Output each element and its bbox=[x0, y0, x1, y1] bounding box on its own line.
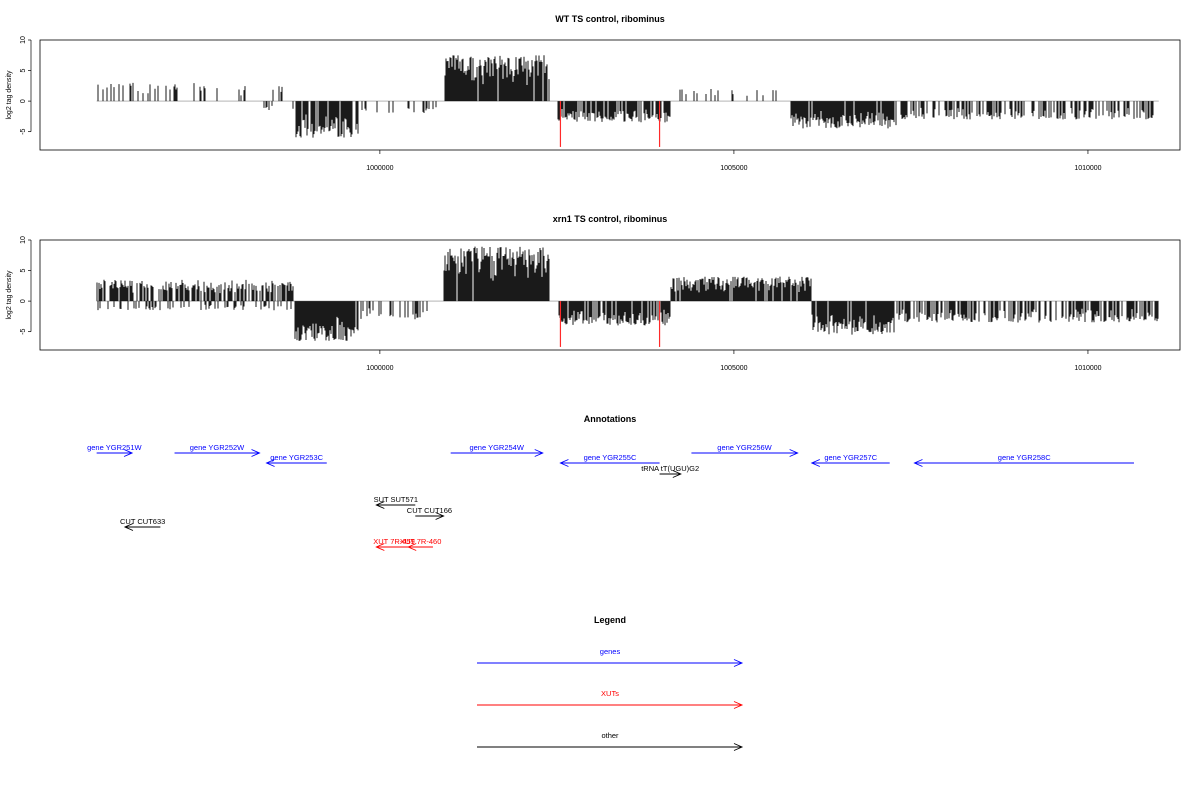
annotation-genes: gene YGR257C bbox=[810, 453, 890, 467]
legend-entry: XUTs bbox=[477, 689, 744, 709]
annotation-arrow-head bbox=[407, 543, 417, 551]
x-axis: 1000000 1005000 1010000 bbox=[366, 150, 1102, 172]
legend-label: XUTs bbox=[601, 689, 619, 698]
x-tick-label: 1010000 bbox=[1074, 365, 1101, 372]
annotation-arrow-head bbox=[810, 459, 820, 467]
x-tick-label: 1005000 bbox=[720, 165, 747, 172]
legend-label: other bbox=[601, 731, 619, 740]
y-axis: -5 0 5 10 bbox=[20, 36, 32, 135]
annotation-arrow-head bbox=[913, 459, 923, 467]
annotation-genes: gene YGR258C bbox=[913, 453, 1134, 467]
annotation-genes: gene YGR253C bbox=[265, 453, 327, 467]
x-tick-label: 1005000 bbox=[720, 365, 747, 372]
plot-frame bbox=[39, 239, 1181, 351]
annotation-arrow-head bbox=[559, 459, 569, 467]
x-axis: 1000000 1005000 1010000 bbox=[366, 350, 1102, 372]
y-tick-label: 10 bbox=[20, 236, 27, 244]
annotation-label: gene YGR253C bbox=[270, 453, 323, 462]
annotation-XUTs: XUT 7R-459 bbox=[373, 537, 415, 551]
legend-label: genes bbox=[600, 647, 621, 656]
coverage-bars bbox=[96, 55, 1159, 147]
annotation-other: SUT SUT571 bbox=[374, 495, 418, 509]
annotation-label: gene YGR258C bbox=[998, 453, 1051, 462]
y-axis: -5 0 5 10 bbox=[20, 236, 32, 335]
annotation-arrow-head bbox=[375, 501, 385, 509]
x-tick-label: 1010000 bbox=[1074, 165, 1101, 172]
annotation-other: CUT CUT166 bbox=[407, 506, 452, 520]
x-tick-label: 1000000 bbox=[366, 365, 393, 372]
annotation-label: gene YGR251W bbox=[87, 443, 142, 452]
coverage-bars bbox=[96, 246, 1159, 347]
annotation-XUTs: XUT 7R-460 bbox=[400, 537, 442, 551]
annotation-arrow-head bbox=[789, 449, 799, 457]
annotation-label: CUT CUT633 bbox=[120, 517, 165, 526]
annotation-arrow-head bbox=[534, 449, 544, 457]
y-tick-label: 5 bbox=[20, 69, 27, 73]
legend-entries: genes XUTs other bbox=[477, 647, 744, 751]
annotation-genes: gene YGR254W bbox=[450, 443, 544, 457]
y-tick-label: -5 bbox=[20, 328, 27, 334]
annotation-genes: gene YGR255C bbox=[559, 453, 660, 467]
y-tick-label: 10 bbox=[20, 36, 27, 44]
annotation-label: gene YGR252W bbox=[190, 443, 245, 452]
annotation-arrow-head bbox=[435, 512, 445, 520]
y-tick-label: 5 bbox=[20, 269, 27, 273]
annotation-arrow-head bbox=[123, 523, 134, 531]
y-tick-label: -5 bbox=[20, 128, 27, 134]
annotation-genes: gene YGR256W bbox=[691, 443, 799, 457]
annotation-label: tRNA tT(UGU)G2 bbox=[641, 464, 699, 473]
annotations-panel: Annotations gene YGR251W gene YGR252Wgene… bbox=[87, 414, 1134, 551]
legend-title: Legend bbox=[594, 615, 626, 625]
annotation-label: SUT SUT571 bbox=[374, 495, 418, 504]
y-tick-label: 0 bbox=[20, 299, 27, 303]
xrn1-coverage-panel: xrn1 TS control, ribominus log2 tag dens… bbox=[6, 214, 1181, 372]
panel-title: xrn1 TS control, ribominus bbox=[553, 214, 668, 224]
annotation-other: tRNA tT(UGU)G2 bbox=[641, 464, 699, 478]
y-axis-label: log2 tag density bbox=[6, 70, 13, 120]
legend-panel: Legend genes XUTs other bbox=[477, 615, 744, 751]
legend-entry: genes bbox=[477, 647, 744, 667]
annotation-arrow-head bbox=[733, 743, 744, 751]
annotation-other: CUT CUT633 bbox=[120, 517, 165, 531]
annotations-title: Annotations bbox=[584, 414, 637, 424]
annotation-label: gene YGR256W bbox=[717, 443, 772, 452]
annotation-genes: gene YGR251W bbox=[87, 443, 143, 457]
annotation-arrow-head bbox=[733, 701, 744, 709]
x-tick-label: 1000000 bbox=[366, 165, 393, 172]
annotation-arrow-head bbox=[672, 470, 682, 478]
annotation-label: gene YGR254W bbox=[469, 443, 524, 452]
annotation-arrow-head bbox=[265, 459, 275, 467]
annotation-arrow-head bbox=[251, 449, 261, 457]
annotation-label: XUT 7R-459 bbox=[373, 537, 415, 546]
annotation-arrow-head bbox=[123, 449, 134, 457]
annotation-label: gene YGR255C bbox=[584, 453, 637, 462]
annotation-tracks: gene YGR251W gene YGR252W gene YGR253C gene… bbox=[87, 443, 1134, 551]
annotation-label: XUT 7R-460 bbox=[400, 537, 442, 546]
y-axis-label: log2 tag density bbox=[6, 270, 13, 320]
annotation-label: CUT CUT166 bbox=[407, 506, 452, 515]
panel-title: WT TS control, ribominus bbox=[555, 14, 665, 24]
annotation-arrow-head bbox=[733, 659, 744, 667]
annotation-label: gene YGR257C bbox=[824, 453, 877, 462]
plot-frame bbox=[39, 39, 1181, 151]
wt-coverage-panel: WT TS control, ribominus log2 tag densit… bbox=[6, 14, 1181, 172]
legend-entry: other bbox=[477, 731, 744, 751]
y-tick-label: 0 bbox=[20, 99, 27, 103]
annotation-genes: gene YGR252W bbox=[174, 443, 261, 457]
annotation-arrow-head bbox=[375, 543, 385, 551]
